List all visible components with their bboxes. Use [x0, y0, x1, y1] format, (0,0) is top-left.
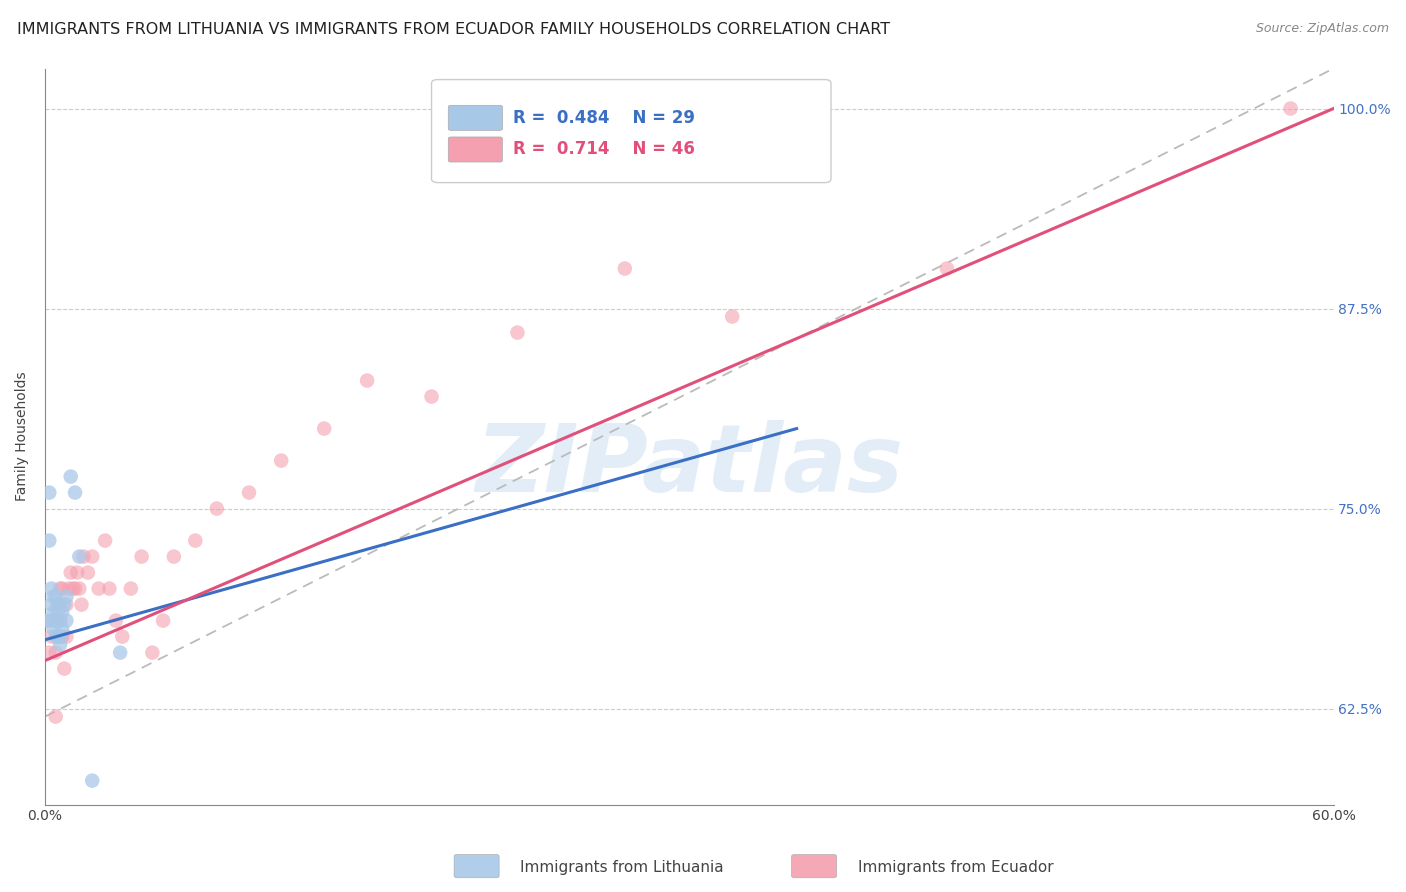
- Immigrants from Ecuador: [72, 549, 94, 564]
- Immigrants from Lithuania: [49, 598, 72, 612]
- Text: Immigrants from Lithuania: Immigrants from Lithuania: [520, 860, 724, 874]
- Immigrants from Ecuador: [58, 582, 80, 596]
- Immigrants from Lithuania: [46, 606, 69, 620]
- Y-axis label: Family Households: Family Households: [15, 372, 30, 501]
- Immigrants from Ecuador: [42, 614, 65, 628]
- Immigrants from Ecuador: [98, 582, 121, 596]
- Immigrants from Ecuador: [49, 614, 72, 628]
- Immigrants from Ecuador: [1279, 102, 1302, 116]
- Immigrants from Lithuania: [45, 630, 67, 644]
- Immigrants from Ecuador: [41, 630, 63, 644]
- Immigrants from Ecuador: [67, 582, 90, 596]
- Immigrants from Ecuador: [82, 549, 104, 564]
- Immigrants from Lithuania: [38, 485, 60, 500]
- Immigrants from Ecuador: [936, 261, 959, 276]
- Immigrants from Ecuador: [314, 421, 336, 435]
- Immigrants from Lithuania: [67, 549, 90, 564]
- Immigrants from Ecuador: [205, 501, 228, 516]
- Text: ZIPatlas: ZIPatlas: [475, 420, 903, 512]
- Immigrants from Lithuania: [59, 469, 82, 483]
- Immigrants from Ecuador: [131, 549, 153, 564]
- Immigrants from Lithuania: [46, 598, 69, 612]
- Immigrants from Lithuania: [45, 590, 67, 604]
- Immigrants from Ecuador: [120, 582, 142, 596]
- Immigrants from Ecuador: [45, 646, 67, 660]
- Immigrants from Ecuador: [184, 533, 207, 548]
- Immigrants from Ecuador: [141, 646, 163, 660]
- Immigrants from Lithuania: [108, 646, 131, 660]
- Immigrants from Lithuania: [41, 582, 63, 596]
- Immigrants from Ecuador: [55, 630, 77, 644]
- Immigrants from Lithuania: [51, 622, 73, 636]
- Immigrants from Ecuador: [506, 326, 529, 340]
- Immigrants from Lithuania: [37, 614, 59, 628]
- Immigrants from Lithuania: [51, 606, 73, 620]
- Immigrants from Ecuador: [45, 709, 67, 723]
- Immigrants from Ecuador: [55, 598, 77, 612]
- Immigrants from Ecuador: [721, 310, 744, 324]
- Immigrants from Ecuador: [62, 582, 84, 596]
- FancyBboxPatch shape: [792, 855, 837, 878]
- Immigrants from Ecuador: [63, 582, 86, 596]
- Immigrants from Ecuador: [59, 566, 82, 580]
- Immigrants from Ecuador: [46, 598, 69, 612]
- Immigrants from Lithuania: [49, 630, 72, 644]
- Immigrants from Lithuania: [63, 485, 86, 500]
- Immigrants from Lithuania: [82, 773, 104, 788]
- Immigrants from Ecuador: [163, 549, 186, 564]
- Immigrants from Lithuania: [42, 606, 65, 620]
- FancyBboxPatch shape: [449, 137, 502, 162]
- Immigrants from Ecuador: [270, 453, 292, 467]
- Immigrants from Ecuador: [104, 614, 127, 628]
- Immigrants from Ecuador: [613, 261, 636, 276]
- Immigrants from Lithuania: [49, 614, 72, 628]
- Text: Immigrants from Ecuador: Immigrants from Ecuador: [858, 860, 1053, 874]
- Immigrants from Ecuador: [70, 598, 93, 612]
- Immigrants from Ecuador: [94, 533, 117, 548]
- FancyBboxPatch shape: [454, 855, 499, 878]
- Immigrants from Lithuania: [45, 614, 67, 628]
- Immigrants from Lithuania: [46, 630, 69, 644]
- Text: R =  0.484    N = 29: R = 0.484 N = 29: [513, 109, 695, 127]
- Immigrants from Lithuania: [53, 598, 76, 612]
- Immigrants from Ecuador: [49, 582, 72, 596]
- Immigrants from Lithuania: [41, 598, 63, 612]
- Immigrants from Lithuania: [38, 533, 60, 548]
- Immigrants from Ecuador: [152, 614, 174, 628]
- Immigrants from Ecuador: [51, 582, 73, 596]
- Text: Source: ZipAtlas.com: Source: ZipAtlas.com: [1256, 22, 1389, 36]
- Immigrants from Ecuador: [38, 646, 60, 660]
- Text: R =  0.714    N = 46: R = 0.714 N = 46: [513, 141, 695, 159]
- Immigrants from Lithuania: [42, 622, 65, 636]
- Immigrants from Lithuania: [55, 614, 77, 628]
- Immigrants from Ecuador: [420, 390, 443, 404]
- Immigrants from Lithuania: [41, 614, 63, 628]
- Immigrants from Lithuania: [42, 590, 65, 604]
- Immigrants from Ecuador: [66, 566, 89, 580]
- Text: IMMIGRANTS FROM LITHUANIA VS IMMIGRANTS FROM ECUADOR FAMILY HOUSEHOLDS CORRELATI: IMMIGRANTS FROM LITHUANIA VS IMMIGRANTS …: [17, 22, 890, 37]
- Immigrants from Ecuador: [356, 374, 378, 388]
- Immigrants from Ecuador: [51, 630, 73, 644]
- Immigrants from Ecuador: [53, 662, 76, 676]
- Immigrants from Ecuador: [77, 566, 100, 580]
- FancyBboxPatch shape: [432, 79, 831, 183]
- Immigrants from Lithuania: [55, 590, 77, 604]
- Immigrants from Ecuador: [87, 582, 110, 596]
- Immigrants from Lithuania: [49, 638, 72, 652]
- Immigrants from Ecuador: [46, 630, 69, 644]
- FancyBboxPatch shape: [449, 105, 502, 130]
- Immigrants from Ecuador: [238, 485, 260, 500]
- Immigrants from Ecuador: [111, 630, 134, 644]
